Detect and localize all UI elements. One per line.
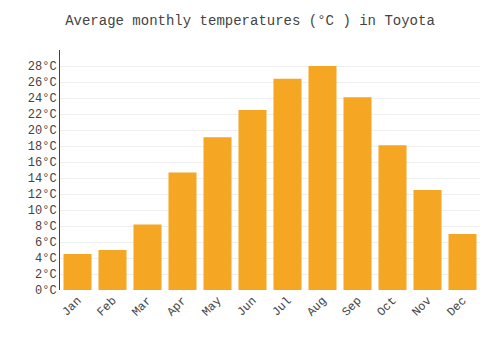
svg-text:Mar: Mar xyxy=(129,294,154,319)
svg-text:12°C: 12°C xyxy=(28,188,57,202)
svg-text:20°C: 20°C xyxy=(28,124,57,138)
svg-text:Dec: Dec xyxy=(444,294,469,319)
svg-text:May: May xyxy=(199,294,224,319)
svg-text:14°C: 14°C xyxy=(28,172,57,186)
svg-text:2°C: 2°C xyxy=(35,268,57,282)
svg-text:24°C: 24°C xyxy=(28,92,57,106)
svg-text:18°C: 18°C xyxy=(28,140,57,154)
svg-text:Average monthly temperatures (: Average monthly temperatures (°C ) in To… xyxy=(65,13,435,29)
svg-text:0°C: 0°C xyxy=(35,284,57,298)
svg-text:Jan: Jan xyxy=(59,294,84,319)
svg-text:22°C: 22°C xyxy=(28,108,57,122)
svg-text:4°C: 4°C xyxy=(35,252,57,266)
svg-text:26°C: 26°C xyxy=(28,76,57,90)
svg-text:Oct: Oct xyxy=(374,294,399,319)
svg-text:Aug: Aug xyxy=(304,294,329,319)
svg-text:Sep: Sep xyxy=(339,294,364,319)
svg-text:Jul: Jul xyxy=(269,294,294,319)
svg-text:Apr: Apr xyxy=(164,294,189,319)
svg-text:Nov: Nov xyxy=(409,294,434,319)
svg-text:10°C: 10°C xyxy=(28,204,57,218)
svg-text:6°C: 6°C xyxy=(35,236,57,250)
svg-text:Jun: Jun xyxy=(234,294,259,319)
svg-text:28°C: 28°C xyxy=(28,60,57,74)
svg-text:8°C: 8°C xyxy=(35,220,57,234)
svg-text:16°C: 16°C xyxy=(28,156,57,170)
svg-text:Feb: Feb xyxy=(94,294,119,319)
